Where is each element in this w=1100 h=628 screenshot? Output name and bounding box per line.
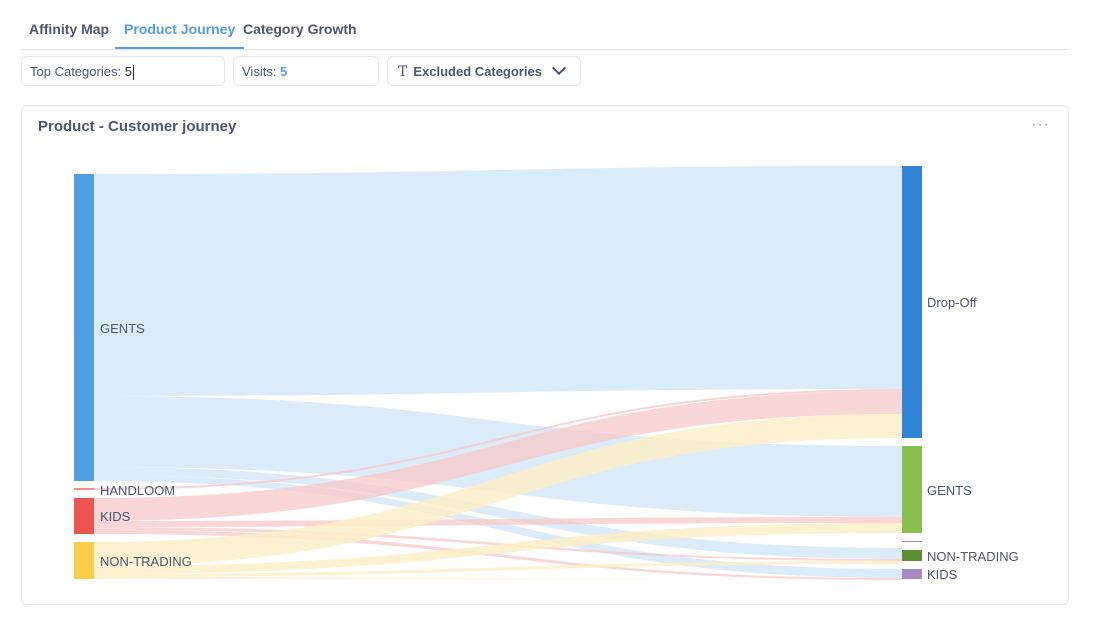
link-kids-gents — [94, 517, 902, 527]
label-target-kids: KIDS — [927, 567, 958, 582]
label-target-dropoff: Drop-Off — [927, 295, 977, 310]
label-target-gents: GENTS — [927, 483, 972, 498]
top-categories-filter[interactable]: Top Categories: 5 — [21, 56, 225, 86]
label-source-gents: GENTS — [100, 321, 145, 336]
node-source-gents[interactable] — [74, 174, 94, 481]
link-nontrading-gents — [94, 523, 902, 574]
link-nontrading-dropoff — [94, 414, 902, 566]
excluded-categories-dropdown[interactable]: T Excluded Categories — [387, 56, 581, 86]
label-source-kids: KIDS — [100, 509, 131, 524]
top-categories-input[interactable]: 5 — [124, 64, 132, 79]
tab-affinity-map[interactable]: Affinity Map — [29, 21, 110, 37]
link-gents-kids — [94, 475, 902, 578]
link-gents-nontrading — [94, 467, 902, 559]
link-handloom-dropoff — [94, 389, 902, 490]
tab-product-journey[interactable]: Product Journey — [115, 10, 245, 49]
node-target-gents[interactable] — [902, 446, 922, 533]
node-target-non-trading[interactable] — [902, 550, 922, 561]
link-kids-nontrading — [94, 527, 902, 561]
ellipsis-icon[interactable]: ··· — [1031, 116, 1050, 133]
node-target-kids[interactable] — [902, 569, 922, 579]
link-kids-dropoff — [94, 391, 902, 521]
excluded-categories-label: Excluded Categories — [413, 64, 542, 79]
sankey-links — [94, 166, 902, 580]
tab-category-growth[interactable]: Category Growth — [243, 21, 357, 37]
top-categories-label: Top Categories: — [30, 64, 122, 79]
node-target-dropoff[interactable] — [902, 166, 922, 438]
link-nontrading-nontrading — [94, 561, 902, 577]
label-source-handloom: HANDLOOM — [100, 483, 175, 498]
visits-value: 5 — [280, 64, 288, 79]
node-source-handloom[interactable] — [74, 488, 94, 490]
node-target-separator — [902, 541, 922, 542]
card-title: Product - Customer journey — [38, 118, 237, 135]
visits-filter[interactable]: Visits: 5 — [233, 56, 379, 86]
visits-label: Visits: — [242, 64, 277, 79]
label-source-non-trading: NON-TRADING — [100, 554, 192, 569]
tab-bar: Affinity Map Product Journey Category Gr… — [21, 10, 1069, 50]
label-target-non-trading: NON-TRADING — [927, 549, 1019, 564]
link-kids-kids — [94, 530, 902, 580]
link-nontrading-kids — [94, 577, 902, 580]
text-type-icon: T — [398, 64, 408, 80]
node-source-kids[interactable] — [74, 498, 94, 534]
node-source-non-trading[interactable] — [74, 542, 94, 579]
text-cursor — [132, 65, 134, 81]
link-gents-dropoff — [94, 166, 902, 396]
